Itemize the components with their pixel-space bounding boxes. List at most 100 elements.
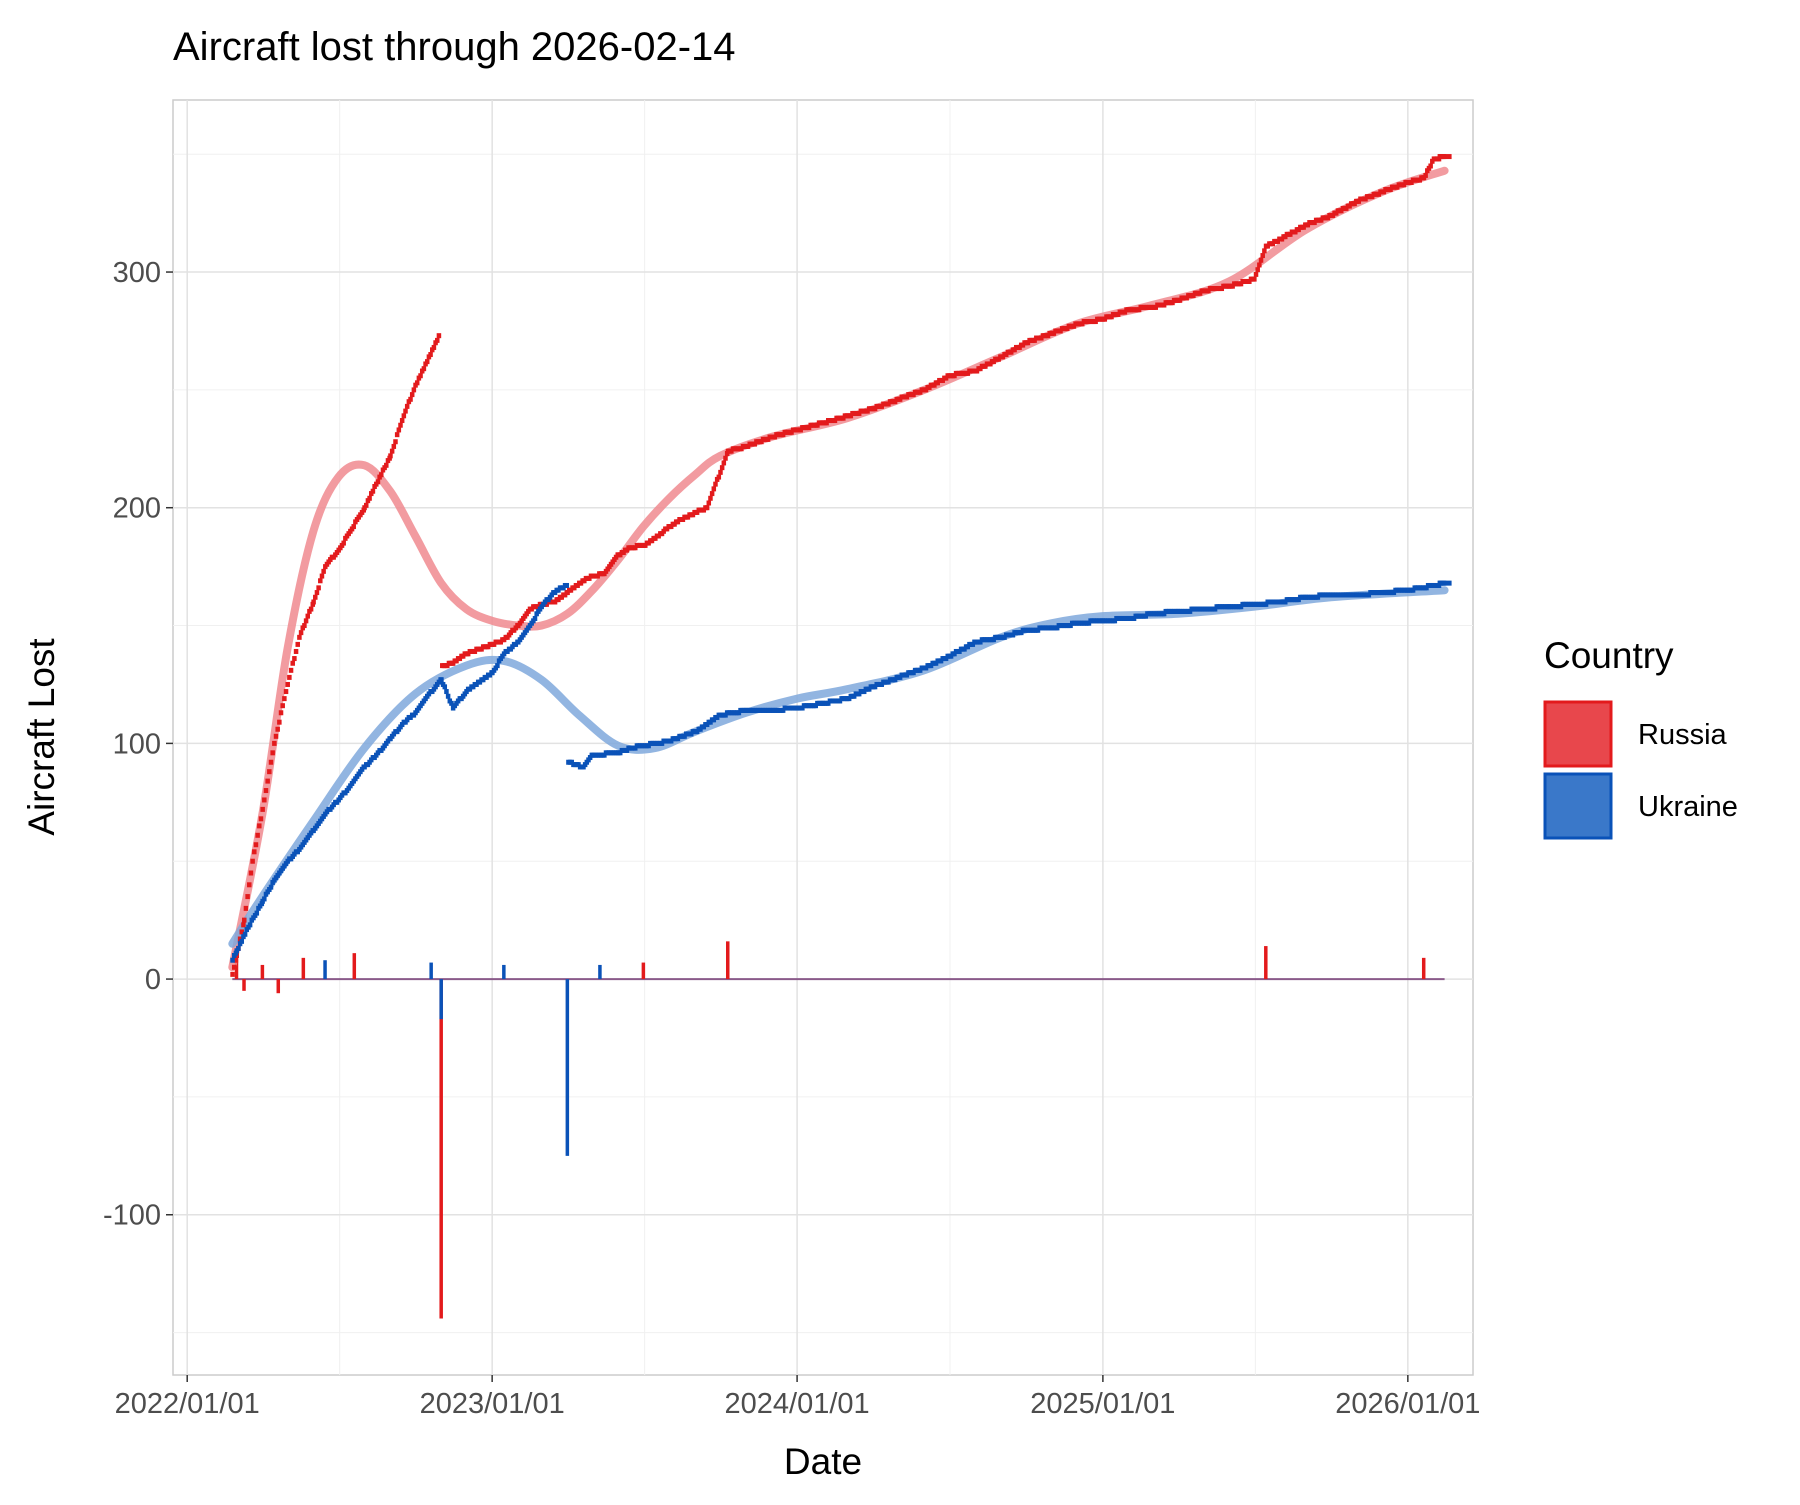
cumulative-point-russia bbox=[1262, 248, 1267, 254]
cumulative-point-russia bbox=[290, 660, 295, 666]
cumulative-point-ukraine bbox=[242, 931, 248, 937]
cumulative-point-russia bbox=[277, 719, 282, 725]
cumulative-point-russia bbox=[393, 439, 398, 445]
cumulative-point-russia bbox=[396, 427, 402, 433]
cumulative-point-russia bbox=[298, 630, 304, 636]
cumulative-point-russia bbox=[370, 488, 376, 494]
cumulative-point-russia bbox=[311, 599, 316, 605]
cumulative-point-russia bbox=[260, 806, 265, 812]
legend-key-ukraine bbox=[1543, 772, 1613, 840]
cumulative-point-russia bbox=[711, 486, 717, 492]
cumulative-point-ukraine bbox=[1437, 580, 1452, 586]
cumulative-point-russia bbox=[292, 656, 297, 662]
cumulative-point-ukraine bbox=[444, 689, 449, 695]
cumulative-point-russia bbox=[308, 606, 314, 612]
y-axis-title: Aircraft Lost bbox=[21, 638, 62, 836]
cumulative-point-russia bbox=[1437, 154, 1452, 160]
cumulative-point-russia bbox=[435, 337, 440, 343]
grid-minor bbox=[173, 100, 1473, 1375]
cumulative-point-russia bbox=[709, 491, 715, 497]
cumulative-point-russia bbox=[303, 618, 309, 624]
cumulative-point-russia bbox=[1423, 172, 1428, 178]
cumulative-point-ukraine bbox=[564, 582, 570, 588]
cumulative-point-russia bbox=[252, 849, 257, 855]
cumulative-point-russia bbox=[409, 392, 415, 398]
cumulative-point-russia bbox=[363, 502, 369, 508]
cumulative-point-russia bbox=[375, 479, 381, 485]
cumulative-point-russia bbox=[267, 769, 272, 775]
x-tick-label: 2024/01/01 bbox=[725, 1388, 870, 1420]
y-tick-label: 300 bbox=[113, 257, 161, 289]
cumulative-point-russia bbox=[391, 443, 397, 449]
cumulative-point-russia bbox=[718, 469, 723, 475]
cumulative-point-russia bbox=[283, 689, 289, 695]
cumulative-point-russia bbox=[1260, 253, 1265, 259]
y-tick-label: -100 bbox=[103, 1200, 161, 1232]
cumulative-point-russia bbox=[253, 842, 259, 848]
cumulative-point-russia bbox=[1252, 276, 1257, 282]
cumulative-point-russia bbox=[421, 366, 427, 372]
cumulative-point-russia bbox=[265, 778, 270, 784]
cumulative-point-russia bbox=[275, 726, 280, 732]
cumulative-point-russia bbox=[231, 964, 237, 970]
cumulative-point-russia bbox=[278, 710, 284, 716]
cumulative-point-russia bbox=[270, 750, 275, 756]
cumulative-point-russia bbox=[319, 573, 325, 579]
cumulative-point-russia bbox=[245, 894, 250, 900]
cumulative-point-ukraine bbox=[532, 615, 538, 621]
cumulative-point-russia bbox=[242, 917, 247, 923]
cumulative-point-russia bbox=[404, 403, 410, 409]
legend-key-russia bbox=[1543, 700, 1613, 768]
cumulative-point-russia bbox=[295, 641, 300, 647]
cumulative-point-russia bbox=[1255, 267, 1260, 273]
cumulative-point-ukraine bbox=[247, 922, 253, 928]
cumulative-point-russia bbox=[1253, 271, 1259, 277]
cumulative-point-ukraine bbox=[236, 945, 241, 951]
cumulative-point-russia bbox=[239, 929, 245, 935]
cumulative-point-russia bbox=[713, 481, 718, 487]
cumulative-point-russia bbox=[233, 957, 239, 963]
x-tick-label: 2022/01/01 bbox=[115, 1388, 260, 1420]
legend: Country Russia Ukraine bbox=[1543, 635, 1738, 840]
cumulative-point-russia bbox=[282, 696, 287, 702]
cumulative-point-russia bbox=[379, 472, 384, 478]
cumulative-point-ukraine bbox=[449, 700, 454, 706]
cumulative-point-russia bbox=[250, 858, 255, 864]
cumulative-point-russia bbox=[431, 344, 437, 350]
cumulative-point-russia bbox=[704, 505, 710, 511]
cumulative-point-russia bbox=[388, 453, 393, 459]
cumulative-point-russia bbox=[263, 788, 269, 794]
legend-items: Russia Ukraine bbox=[1543, 700, 1738, 840]
x-tick-label: 2025/01/01 bbox=[1030, 1388, 1175, 1420]
cumulative-point-russia bbox=[318, 578, 323, 584]
cumulative-point-russia bbox=[305, 613, 311, 619]
cumulative-point-russia bbox=[341, 540, 346, 546]
cumulative-point-russia bbox=[436, 333, 442, 339]
x-tick-label: 2023/01/01 bbox=[420, 1388, 565, 1420]
cumulative-point-russia bbox=[1428, 163, 1433, 169]
cumulative-point-russia bbox=[241, 922, 246, 928]
cumulative-point-russia bbox=[414, 380, 420, 386]
cumulative-point-russia bbox=[288, 667, 294, 673]
cumulative-point-russia bbox=[424, 359, 430, 365]
legend-label-ukraine: Ukraine bbox=[1638, 791, 1738, 823]
cumulative-point-russia bbox=[314, 590, 320, 596]
legend-label-russia: Russia bbox=[1638, 719, 1728, 751]
cumulative-point-russia bbox=[248, 870, 254, 876]
cumulative-point-russia bbox=[719, 465, 725, 471]
cumulative-point-russia bbox=[394, 432, 400, 438]
cumulative-point-russia bbox=[268, 759, 274, 765]
cumulative-point-russia bbox=[418, 373, 423, 379]
cumulative-point-russia bbox=[351, 524, 356, 530]
cumulative-point-russia bbox=[243, 905, 249, 911]
cumulative-point-russia bbox=[1257, 262, 1262, 268]
cumulative-point-russia bbox=[247, 882, 252, 888]
cumulative-point-ukraine bbox=[268, 884, 274, 890]
cumulative-point-ukraine bbox=[239, 938, 245, 944]
x-axis-title: Date bbox=[784, 1441, 862, 1482]
cumulative-point-russia bbox=[716, 474, 722, 480]
cumulative-point-russia bbox=[721, 460, 727, 466]
cumulative-point-russia bbox=[384, 462, 389, 468]
cumulative-point-ukraine bbox=[439, 677, 444, 683]
